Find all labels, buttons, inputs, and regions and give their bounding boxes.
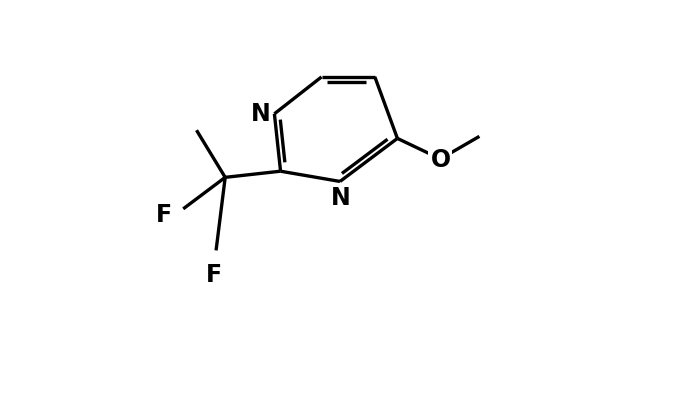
Text: N: N — [250, 101, 271, 125]
Text: O: O — [430, 148, 451, 171]
Text: F: F — [205, 263, 222, 287]
Text: N: N — [331, 185, 351, 209]
Text: F: F — [156, 203, 172, 227]
